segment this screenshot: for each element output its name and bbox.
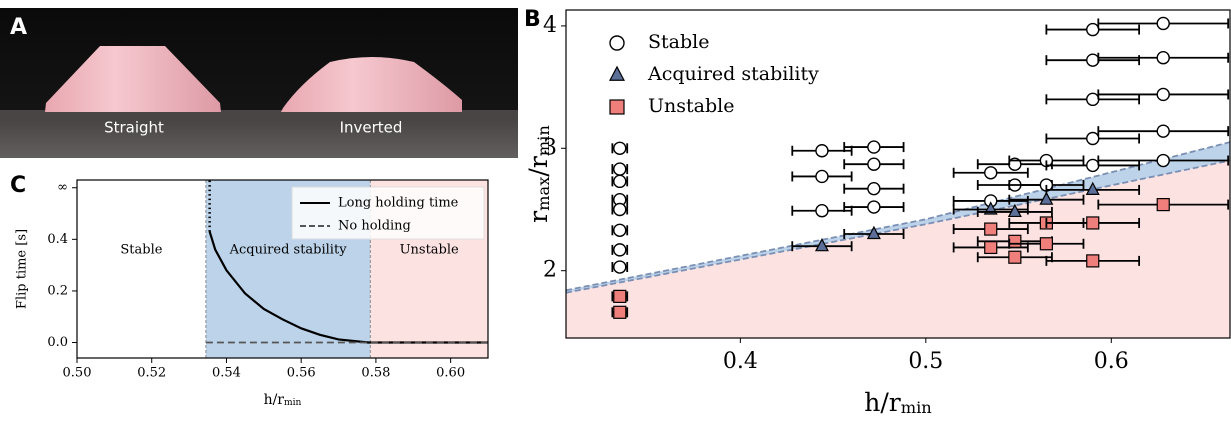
point [815,169,829,184]
point [867,181,881,196]
line [208,231,488,344]
point [613,202,627,217]
x-tick-label: 0.6 [1094,349,1129,374]
subscript: min [901,398,933,417]
label-part: h/r [864,388,901,417]
y-tick-label: 4 [543,13,557,38]
photo-panel: A Straight Inverted [0,8,518,158]
x-tick-label: 0.50 [63,366,92,381]
point [867,157,881,171]
point [1086,158,1100,173]
x-tick-label: 0.58 [361,366,390,381]
point [613,305,627,319]
y-axis-label: Flip time [s] [15,229,30,309]
legend-label: Unstable [648,95,734,117]
point [1086,92,1100,107]
point [814,238,829,252]
subscript: min [534,125,553,157]
label-part: /r [524,156,553,176]
x-tick-label: 0.56 [287,366,316,381]
panel-label: B [524,7,541,32]
y-tick-label: 3 [543,135,557,160]
point [613,243,627,257]
legend-marker [609,65,625,81]
axis-label: rmax/rmin [524,125,554,223]
label-part: h/r [264,392,285,408]
point [984,222,998,236]
point [1086,22,1100,37]
legend-label: No holding [338,219,411,234]
axis-label: h/rmin [264,392,302,408]
legend-marker [609,99,625,115]
point [1156,124,1170,138]
point [1086,254,1100,268]
subscript: min [284,398,302,408]
point [613,141,627,155]
point [1039,191,1054,205]
axes-frame [565,9,1231,339]
x-tick-label: 0.60 [436,366,465,381]
point [1085,181,1100,196]
legend-label: Stable [648,31,709,53]
point [867,140,881,154]
point [1086,216,1100,230]
point [1156,153,1170,168]
point [1156,51,1170,65]
x-tick-label: 0.54 [212,366,241,381]
region [77,180,206,358]
point [613,223,627,237]
region-label: Acquired stability [229,243,348,258]
point [815,144,829,158]
point [1086,53,1100,67]
point [613,162,627,176]
axes-frame [76,179,489,359]
point [866,225,881,240]
point [613,289,627,303]
unstable-region [566,160,1230,338]
legend-label: Long holding time [338,196,459,211]
straight-shape [45,46,221,112]
legend-label: Acquired stability [647,63,819,85]
point [1156,197,1170,212]
y-tick-label: 0.4 [47,232,68,247]
region-label: Stable [120,243,162,258]
point [1156,16,1170,31]
y-tick-label: 0.0 [47,335,68,350]
point [815,204,829,218]
point [1156,87,1170,102]
x-tick-label: 0.4 [723,349,758,374]
label-part: r [524,211,553,223]
point [1008,234,1022,248]
panel-label: C [10,173,26,198]
point [1039,237,1053,251]
panel-label: A [10,15,27,40]
legend-marker [609,35,625,51]
subscript: max [534,177,553,211]
x-tick-label: 0.52 [137,366,166,381]
point [1008,250,1022,264]
x-tick-label: 0.5 [908,349,943,374]
y-tick-label: 2 [543,258,557,283]
y-tick-label: ∞ [57,180,68,195]
point [613,174,627,189]
caption: Straight [104,119,164,137]
boundary-line [565,141,1231,292]
photo-table [0,110,518,158]
point [867,200,881,214]
point [984,240,998,255]
y-tick-label: 0.2 [47,283,68,298]
boundary-line [565,159,1231,294]
point [1007,203,1022,218]
caption: Inverted [340,119,403,137]
point [984,166,998,180]
point [1086,131,1100,146]
axis-label: h/rmin [864,388,932,418]
legend-box [291,186,485,240]
inverted-shape [281,57,462,112]
region-label: Unstable [400,243,459,258]
point [613,260,627,274]
